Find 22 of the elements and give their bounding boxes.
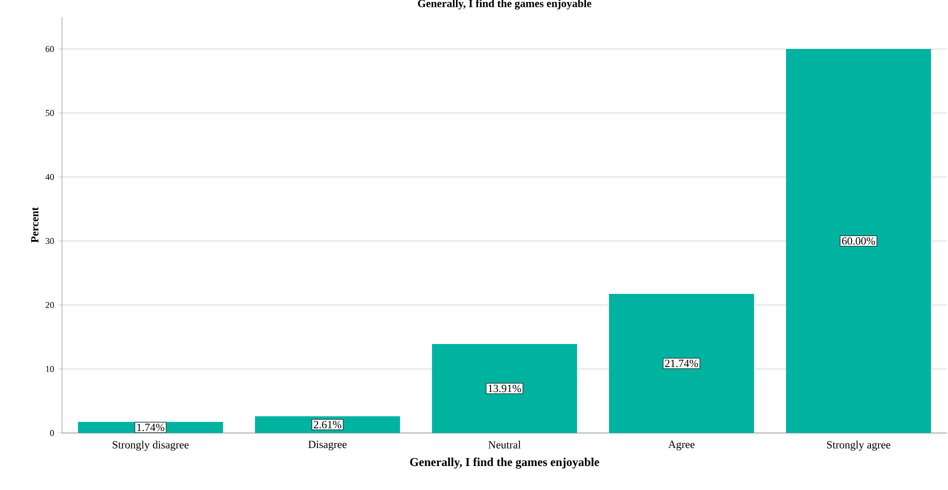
data-label: 60.00%: [842, 237, 876, 245]
data-label: 2.61%: [314, 420, 342, 428]
x-tick-label: Agree: [668, 440, 695, 450]
y-tick-label: 50: [46, 110, 54, 116]
x-axis-title: Generally, I find the games enjoyable: [410, 458, 600, 469]
data-label: 13.91%: [488, 384, 522, 392]
bar: [432, 344, 578, 433]
bar: [786, 48, 932, 433]
x-tick-label: Strongly disagree: [112, 440, 189, 451]
x-tick-label: Strongly agree: [827, 440, 890, 451]
x-tick-label: Neutral: [488, 440, 521, 448]
y-tick-label: 10: [46, 366, 54, 372]
y-tick-label: 60: [46, 46, 54, 52]
y-tick-label: 30: [46, 238, 54, 244]
bar: [609, 294, 754, 433]
y-axis-title: Percent: [31, 207, 38, 243]
x-tick-label: Disagree: [308, 440, 347, 450]
y-tick-label: 20: [46, 302, 54, 308]
data-label: 21.74%: [665, 360, 698, 368]
data-label: 1.74%: [137, 424, 164, 432]
y-tick-label: 40: [45, 174, 54, 180]
y-tick-label: 0: [50, 430, 54, 436]
